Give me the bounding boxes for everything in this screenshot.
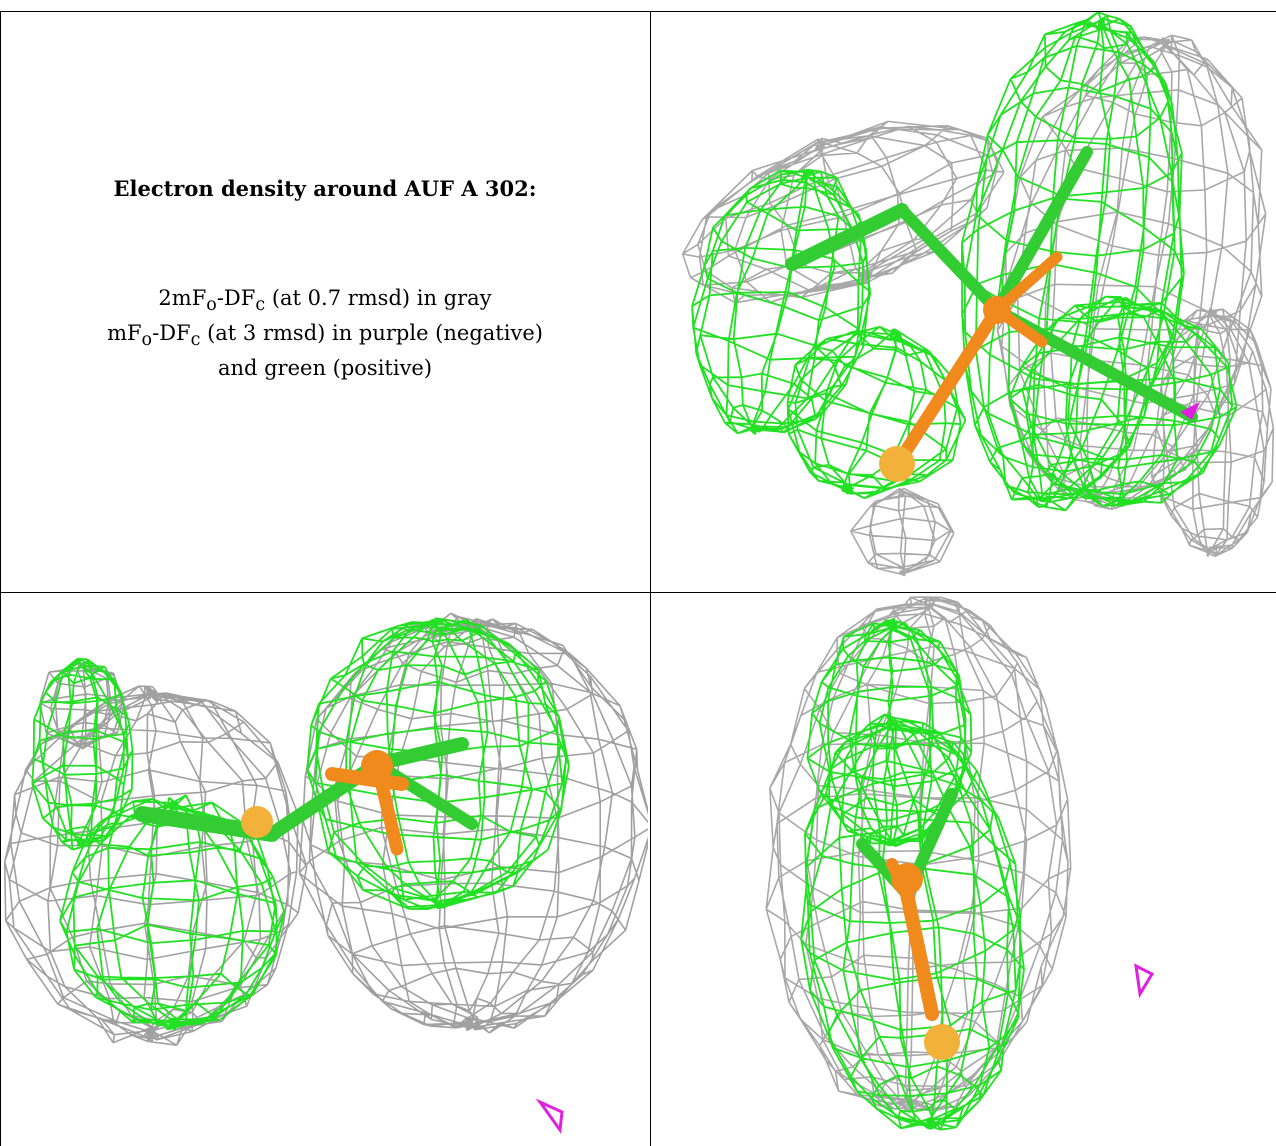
mesh-lattice <box>691 168 872 436</box>
phosphorus-atom <box>361 750 393 782</box>
sulfur-atom <box>241 806 273 838</box>
mesh-lattice <box>31 657 134 851</box>
density-view-bottom-right <box>652 594 1274 1146</box>
table-border-left <box>0 11 1 1146</box>
sulfur-atom <box>879 446 915 482</box>
phosphorus-atom <box>983 296 1011 324</box>
table-border-top <box>0 11 1276 12</box>
mesh-lattice <box>306 617 570 910</box>
legend-line-difference: mFo-DFc (at 3 rmsd) in purple (negative) <box>107 321 543 351</box>
green-mesh <box>691 12 1238 512</box>
legend-line-positive: and green (positive) <box>217 356 433 381</box>
density-view-top-right <box>652 12 1274 590</box>
negative-density-blob <box>535 1098 564 1135</box>
mesh-lattice <box>961 12 1185 512</box>
mesh-lattice <box>800 713 1025 1131</box>
mesh-render-bottom-right <box>765 596 1155 1131</box>
negative-density-blob <box>1180 402 1200 420</box>
negative-density-blob <box>1134 963 1155 999</box>
green-mesh <box>800 617 1025 1131</box>
legend-text: 2mFo-DFc (at 0.7 rmsd) in gray mFo-DFc (… <box>20 284 630 382</box>
ligand-sticks <box>785 146 1198 464</box>
gray-mesh <box>681 34 1274 577</box>
figure-title: Electron density around AUF A 302: <box>113 176 537 201</box>
sulfur-atom <box>924 1024 960 1060</box>
phosphorus-atom <box>891 863 923 895</box>
green-mesh <box>31 617 570 1031</box>
table-divider-horizontal <box>0 592 1276 593</box>
gray-mesh <box>765 596 1072 1112</box>
mesh-render-bottom-left <box>3 612 648 1135</box>
mesh-lattice <box>786 325 967 500</box>
legend-line-gray: 2mFo-DFc (at 0.7 rmsd) in gray <box>158 286 492 316</box>
mesh-lattice <box>765 596 1072 1112</box>
mesh-lattice <box>849 487 955 577</box>
density-view-bottom-left <box>2 594 648 1146</box>
mesh-render-top-right <box>681 12 1274 577</box>
table-divider-vertical <box>650 11 651 1146</box>
mesh-lattice <box>59 794 286 1031</box>
